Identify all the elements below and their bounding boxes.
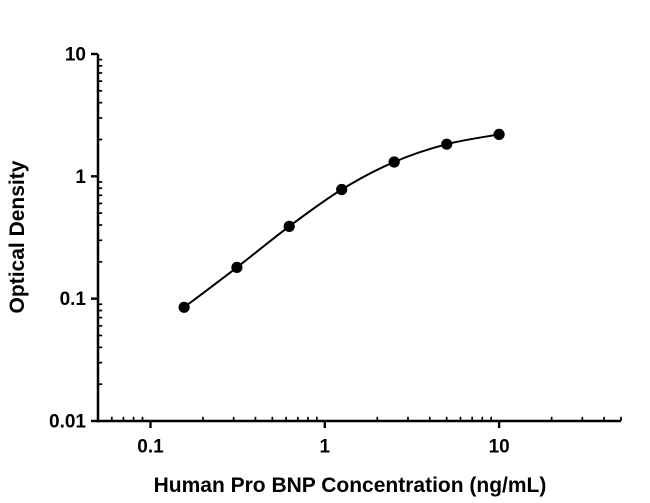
series-layer [178, 128, 505, 313]
axes-layer [96, 54, 621, 423]
y-axis-title: Optical Density [6, 160, 29, 313]
data-point-marker [336, 183, 348, 196]
data-point-marker [231, 261, 243, 273]
x-tick-label: 0.1 [137, 437, 164, 458]
y-tick-label: 0.1 [60, 289, 87, 310]
tick-labels-layer: 0.1 1 10 10 1 0.1 0.01 [49, 45, 510, 458]
x-axis-title: Human Pro BNP Concentration (ng/mL) [154, 474, 547, 497]
data-point-marker [441, 138, 453, 150]
data-point-marker [493, 128, 505, 140]
x-tick-label: 1 [320, 437, 331, 458]
y-tick-label: 10 [65, 45, 86, 66]
data-point-marker [178, 301, 190, 313]
x-tick-label: 10 [489, 437, 510, 458]
y-tick-label: 1 [75, 167, 86, 188]
data-point-marker [283, 220, 295, 232]
y-tick-label: 0.01 [49, 412, 86, 433]
data-point-marker [388, 156, 400, 168]
